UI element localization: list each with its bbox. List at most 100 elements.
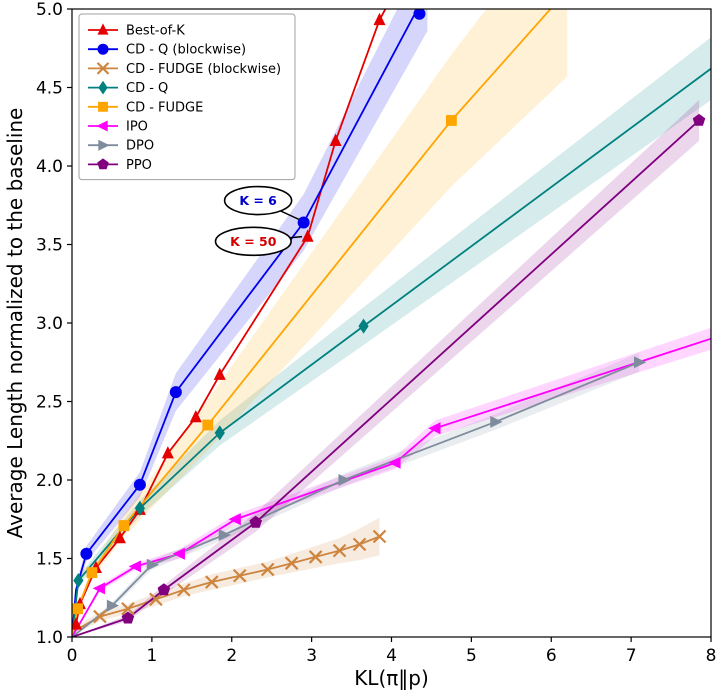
marker-circle [97,43,109,55]
marker-triangle-up [213,367,226,380]
y-tick-label: 4.5 [36,79,63,99]
marker-triangle-left [96,120,108,132]
band-cd-fudge-blockwise [72,517,380,636]
legend-label: CD - FUDGE (blockwise) [126,62,281,77]
marker-triangle-right [218,528,231,541]
marker-x [205,575,219,589]
legend-item-cd-fudge-blockwise: CD - FUDGE (blockwise) [88,62,281,77]
legend-item-dpo: DPO [88,139,154,154]
marker-x [121,601,135,616]
legend-label: CD - Q [126,81,168,96]
legend-item-ipo: IPO [88,120,148,135]
legend: Best-of-K CD - Q (blockwise) CD - FUDGE (b… [78,13,296,181]
marker-triangle-up [161,446,174,459]
marker-diamond [73,572,84,588]
annotation-text: K = 6 [239,193,277,208]
legend-item-cd-q-blockwise: CD - Q (blockwise) [88,43,246,58]
legend-label: DPO [126,139,154,154]
marker-x [232,568,247,583]
markers-cd-fudge-blockwise [93,529,387,624]
marker-x [308,550,323,564]
marker-x [352,537,367,552]
marker-triangle-right [106,599,120,612]
annotation-k-50: K = 50 [214,226,303,257]
marker-triangle-right [146,558,160,571]
marker-x [96,62,110,75]
marker-triangle-left [228,513,241,526]
marker-triangle-left [172,547,185,560]
marker-square [202,419,214,431]
marker-triangle-up [113,530,126,544]
markers-dpo [106,356,647,612]
annotation-text: K = 50 [230,234,277,249]
marker-pentagon [97,158,109,170]
marker-diamond [98,80,108,95]
marker-x [260,562,275,577]
legend-label: CD - FUDGE [126,100,203,115]
annotation-bubble [214,226,292,257]
y-tick-label: 3.5 [36,236,63,256]
marker-triangle-up [301,229,314,242]
marker-pentagon [157,583,171,596]
plot-area [72,9,711,637]
markers-cd-fudge [72,115,457,615]
annotation-k-6: K = 6 [223,185,300,221]
marker-triangle-left [92,582,106,595]
marker-x [93,609,107,624]
line-ipo [72,337,711,637]
markers-ppo [121,113,706,624]
y-tick-label: 1.0 [36,628,63,648]
marker-square [118,520,130,531]
marker-triangle-up [189,410,202,423]
marker-triangle-up [97,23,109,35]
marker-triangle-up [329,133,342,146]
y-tick-label: 3.0 [36,314,63,334]
legend-label: CD - Q (blockwise) [126,43,246,58]
marker-square [98,101,108,112]
marker-circle [133,478,146,491]
x-tick-label: 0 [67,646,78,666]
x-tick-label: 5 [466,646,477,666]
band-cd-q-blockwise [72,9,428,637]
marker-triangle-right [338,474,351,486]
markers-cd-q-blockwise [80,9,426,560]
legend-label: Best-of-K [126,24,185,39]
x-tick-label: 2 [226,646,237,666]
x-axis-label: KL(π‖p) [354,666,429,690]
y-tick-label: 5.0 [36,0,63,20]
x-tick-label: 6 [546,646,557,666]
marker-diamond [358,318,369,334]
legend-item-best-of-k: Best-of-K [88,23,185,39]
legend-item-ppo: PPO [88,158,152,173]
legend-item-cd-q: CD - Q [88,80,168,96]
band-cd-fudge [72,9,568,637]
marker-circle [80,547,93,560]
marker-square [86,567,98,579]
marker-pentagon [121,611,135,624]
y-tick-label: 2.5 [36,393,63,413]
y-tick-label: 1.5 [36,550,63,570]
legend-label: IPO [126,120,148,135]
y-tick-label: 4.0 [36,157,63,177]
legend-box [78,13,296,181]
line-cd-q [72,67,711,637]
marker-pentagon [249,515,262,528]
marker-square [72,603,83,615]
y-axis-label: Average Length normalized to the baselin… [3,108,27,539]
markers-ipo [92,422,441,595]
marker-diamond [214,425,225,441]
marker-triangle-left [128,560,141,573]
marker-x [332,543,347,558]
marker-circle [413,9,426,20]
marker-triangle-up [72,617,82,630]
y-tick-label: 2.0 [36,471,63,491]
marker-triangle-left [428,422,441,435]
legend-label: PPO [126,158,152,173]
marker-triangle-right [98,139,110,151]
x-tick-label: 3 [306,646,317,666]
x-tick-label: 8 [706,646,717,666]
x-tick-label: 4 [386,646,397,666]
marker-square [446,115,457,126]
